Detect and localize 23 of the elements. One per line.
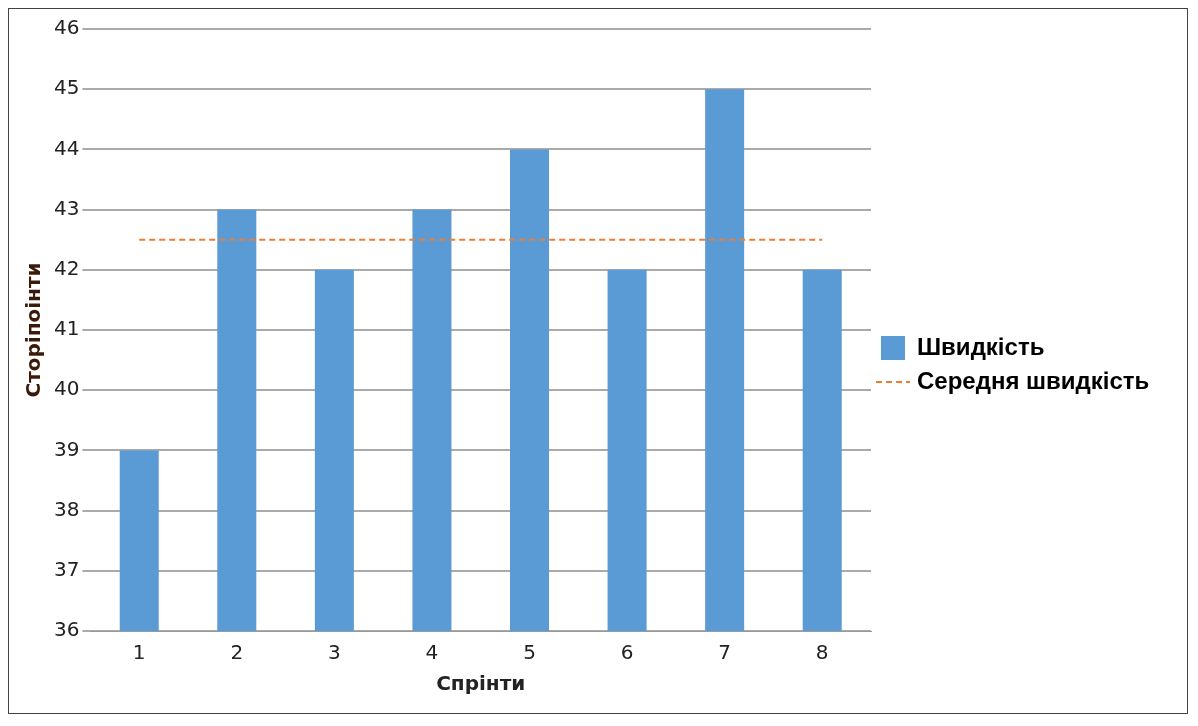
legend-label: Швидкість	[917, 332, 1045, 360]
x-tick-label: 7	[718, 640, 732, 665]
y-tick-label: 41	[54, 316, 80, 341]
x-tick-label: 2	[230, 640, 244, 665]
y-tick-label: 42	[54, 256, 80, 280]
y-tick-label: 39	[54, 436, 80, 461]
x-tick-label: 1	[132, 640, 146, 665]
y-tick-label: 37	[54, 557, 80, 581]
x-tick-label: 4	[425, 640, 439, 665]
y-tick-label: 40	[54, 376, 80, 401]
y-tick-label: 44	[54, 135, 80, 160]
x-tick-label: 6	[620, 640, 634, 665]
y-tick-label: 45	[54, 75, 80, 100]
y-tick-label: 43	[54, 195, 80, 220]
y-tick-label: 46	[54, 15, 80, 40]
y-tick-label: 36	[54, 617, 80, 642]
x-tick-label: 8	[815, 640, 829, 665]
y-axis-title: Сторіпоінти	[21, 262, 46, 398]
x-tick-label: 5	[523, 640, 536, 665]
x-axis-title: Спрінти	[436, 671, 526, 696]
legend-label: Середня швидкість	[917, 366, 1150, 394]
x-tick-label: 3	[328, 640, 341, 665]
y-tick-label: 38	[54, 496, 80, 521]
